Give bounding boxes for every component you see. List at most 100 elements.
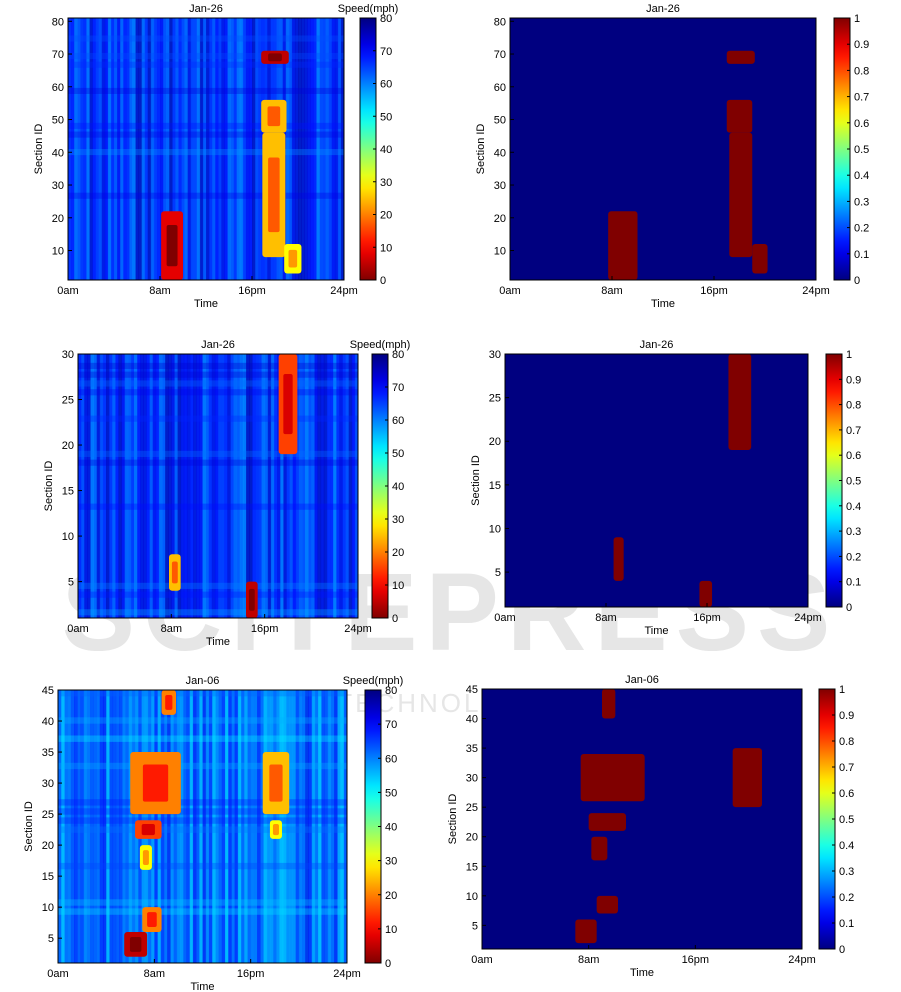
speed-texture-stripe — [282, 690, 287, 963]
speed-texture-stripe — [74, 690, 78, 963]
speed-texture-stripe — [115, 690, 120, 963]
colorbar-tick-label: 0.1 — [839, 918, 854, 930]
speed-texture-stripe — [239, 354, 244, 618]
y-tick-label: 45 — [466, 684, 478, 696]
speed-texture-stripe — [58, 690, 62, 963]
x-tick-label: 0am — [499, 285, 520, 297]
colorbar-tick-label: 0.9 — [854, 39, 869, 51]
speed-texture-stripe — [90, 690, 94, 963]
speed-texture-stripe — [202, 690, 207, 963]
speed-texture-stripe — [308, 354, 312, 618]
speed-texture-stripe — [317, 354, 322, 618]
speed-texture-stripe — [208, 690, 213, 963]
colorbar-tick-label: 30 — [380, 177, 392, 189]
speed-texture-stripe — [255, 354, 259, 618]
speed-texture-stripe — [150, 18, 155, 280]
speed-texture-stripe — [236, 354, 241, 618]
plot-frame — [504, 353, 809, 608]
speed-texture-band — [68, 122, 344, 129]
speed-texture-stripe — [158, 354, 163, 618]
speed-texture-stripe — [152, 354, 157, 618]
colorbar-tick-label: 0.4 — [854, 170, 869, 182]
x-tick-label: 8am — [144, 968, 165, 980]
speed-texture-stripe — [96, 354, 101, 618]
speed-texture-stripe — [199, 18, 204, 280]
colorbar-tick-label: 0.7 — [839, 762, 854, 774]
speed-texture-stripe — [138, 18, 143, 280]
colorbar-tick-label: 0 — [854, 275, 860, 287]
y-tick-label: 70 — [52, 49, 64, 61]
speed-texture-stripe — [328, 18, 333, 280]
congestion-region — [728, 354, 752, 450]
speed-texture-stripe — [180, 690, 184, 963]
chart-panel-3: Jan-26 0am 8am 16pm 24pm Time 5 10 15 20 25 30 Secti… — [43, 339, 410, 648]
colorbar-tick-label: 0.5 — [839, 814, 854, 826]
congestion-region — [732, 748, 762, 808]
speed-texture-stripe — [183, 354, 188, 618]
congestion-region — [699, 580, 713, 607]
speed-texture-stripe — [86, 18, 90, 280]
speed-texture-band — [68, 131, 344, 138]
colorbar-tick-label: 20 — [380, 210, 392, 222]
speed-texture-stripe — [234, 690, 239, 963]
speed-texture-stripe — [239, 18, 244, 280]
speed-texture-stripe — [337, 18, 342, 280]
speed-texture-stripe — [267, 354, 272, 618]
speed-texture-band — [78, 362, 358, 369]
speed-texture-stripe — [298, 18, 302, 280]
speed-texture-stripe — [163, 18, 167, 280]
speed-texture-stripe — [241, 690, 245, 963]
speed-texture-stripe — [333, 354, 337, 618]
colorbar-tick-label: 60 — [380, 79, 392, 91]
speed-texture-stripe — [277, 354, 281, 618]
speed-texture-stripe — [311, 354, 315, 618]
speed-texture-stripe — [86, 690, 91, 963]
speed-texture-stripe — [326, 354, 331, 618]
y-tick-label: 15 — [42, 871, 54, 883]
congestion-core — [141, 824, 155, 836]
speed-texture-stripe — [80, 18, 84, 280]
colorbar-tick-label: 0.8 — [846, 400, 861, 412]
speed-texture-stripe — [305, 690, 309, 963]
speed-texture-stripe — [102, 690, 107, 963]
y-tick-label: 20 — [489, 436, 501, 448]
speed-texture-stripe — [230, 18, 235, 280]
speed-texture-stripe — [124, 354, 129, 618]
y-tick-label: 10 — [494, 246, 506, 258]
speed-texture-stripe — [93, 354, 98, 618]
colorbar-label: Speed(mph) — [343, 675, 404, 687]
speed-texture-stripe — [186, 354, 191, 618]
speed-texture-stripe — [174, 354, 179, 618]
speed-texture-stripe — [193, 354, 197, 618]
speed-texture-stripe — [218, 690, 223, 963]
speed-texture-stripe — [322, 18, 327, 280]
y-tick-label: 40 — [494, 147, 506, 159]
speed-texture-stripe — [305, 354, 309, 618]
speed-texture-stripe — [104, 18, 109, 280]
congestion-core — [165, 694, 173, 710]
colorbar-tick-label: 0.1 — [846, 577, 861, 589]
x-tick-label: 8am — [578, 954, 599, 966]
speed-texture-stripe — [184, 18, 189, 280]
congestion-core — [171, 561, 178, 584]
y-tick-label: 40 — [466, 714, 478, 726]
speed-texture-stripe — [153, 18, 158, 280]
speed-texture-stripe — [107, 18, 112, 280]
speed-texture-stripe — [295, 354, 300, 618]
speed-texture-stripe — [227, 18, 232, 280]
colorbar-tick-label: 80 — [380, 13, 392, 25]
congestion-region — [596, 895, 618, 914]
speed-texture-stripe — [71, 18, 75, 280]
colorbar-tick-label: 0.1 — [854, 249, 869, 261]
speed-texture-stripe — [351, 354, 356, 618]
congestion-core — [142, 850, 149, 865]
x-axis-label: Time — [630, 967, 654, 979]
colorbar-tick-label: 80 — [392, 349, 404, 361]
plot-frame — [67, 17, 345, 281]
x-axis-label: Time — [644, 625, 668, 637]
speed-texture-stripe — [140, 354, 144, 618]
heatmap-background — [505, 354, 808, 607]
speed-texture-stripe — [270, 354, 275, 618]
